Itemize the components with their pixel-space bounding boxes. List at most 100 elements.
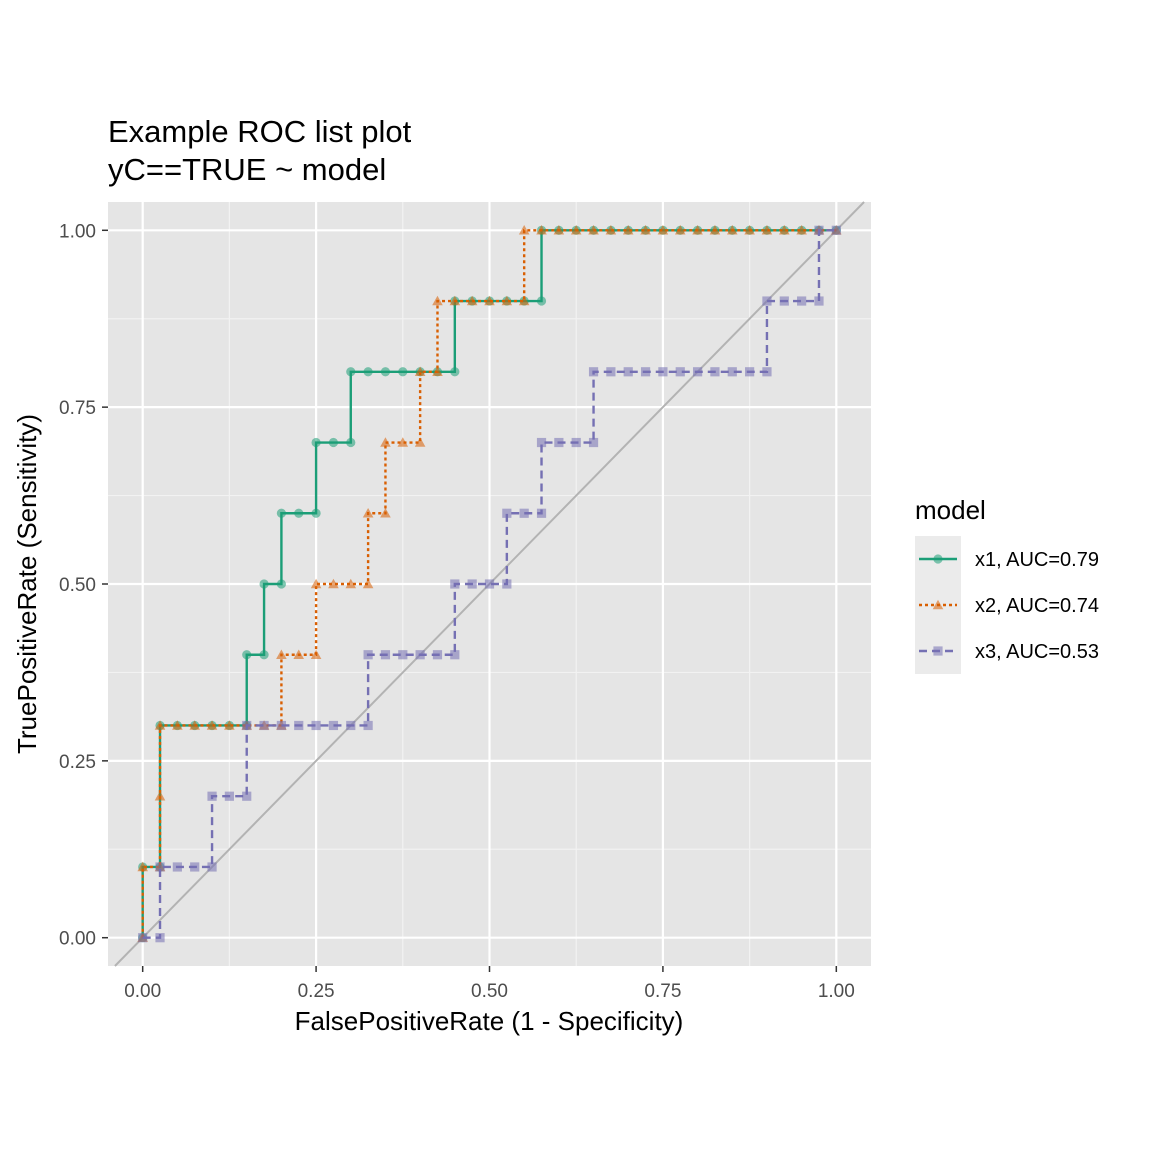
data-point <box>605 225 617 235</box>
series-2 <box>137 225 842 942</box>
data-point <box>553 225 565 235</box>
data-point <box>570 225 582 235</box>
data-point <box>398 367 408 377</box>
data-point <box>588 367 599 377</box>
data-point <box>762 367 772 377</box>
data-point <box>207 791 217 801</box>
data-point <box>675 367 685 377</box>
data-point <box>554 437 564 448</box>
data-point <box>727 367 737 377</box>
data-point <box>588 437 599 448</box>
data-point <box>692 225 703 235</box>
data-point <box>380 650 391 660</box>
legend-label: x3, AUC=0.53 <box>975 641 1099 663</box>
legend: model x1, AUC=0.79 x2, AUC=0.74 x3, AUC=0.… <box>915 495 1099 674</box>
data-point <box>484 295 495 306</box>
data-point <box>311 508 321 518</box>
x-tick-label: 1.00 <box>818 981 855 1002</box>
data-point <box>276 720 287 731</box>
data-point <box>190 862 200 872</box>
data-point <box>242 650 252 660</box>
data-point <box>138 933 148 943</box>
y-tick-label: 0.25 <box>59 752 96 773</box>
data-point <box>657 225 669 235</box>
data-point <box>259 579 269 589</box>
data-point <box>779 296 789 306</box>
data-point <box>484 579 495 589</box>
data-point <box>414 437 426 447</box>
x-axis-title: FalsePositiveRate (1 - Specificity) <box>295 1006 684 1036</box>
data-point <box>814 225 824 235</box>
data-point <box>796 225 807 235</box>
legend-items: x1, AUC=0.79 x2, AUC=0.74 x3, AUC=0.53 <box>915 536 1099 674</box>
series-layer <box>137 225 842 943</box>
chart-title: Example ROC list plot <box>108 114 412 149</box>
data-point <box>380 437 391 447</box>
data-point <box>172 720 183 730</box>
legend-title: model <box>915 495 986 525</box>
data-point <box>622 225 634 235</box>
data-point <box>432 650 443 660</box>
data-point <box>276 649 287 659</box>
data-point <box>414 366 426 377</box>
data-point <box>449 295 461 306</box>
data-point <box>345 578 357 589</box>
data-point <box>259 650 269 660</box>
data-point <box>224 720 235 730</box>
data-point <box>571 437 581 448</box>
data-point <box>502 508 512 518</box>
data-point <box>640 367 651 377</box>
data-point <box>744 225 755 235</box>
x-tick-label: 0.75 <box>644 981 681 1002</box>
data-point <box>640 225 651 235</box>
legend-item: x1, AUC=0.79 <box>915 536 1099 582</box>
legend-item: x3, AUC=0.53 <box>915 628 1099 674</box>
data-point <box>779 225 790 235</box>
data-point <box>398 650 408 660</box>
data-point <box>172 862 182 872</box>
data-point <box>154 790 166 801</box>
data-point <box>450 650 460 660</box>
data-point <box>536 296 547 306</box>
data-point <box>588 225 599 235</box>
data-point <box>467 579 477 589</box>
data-point <box>154 720 166 730</box>
data-point <box>710 367 720 377</box>
data-point <box>310 649 322 659</box>
series-3 <box>138 225 841 943</box>
data-point <box>328 437 339 448</box>
y-tick-label: 1.00 <box>59 221 96 242</box>
data-point <box>362 507 374 518</box>
data-point <box>415 650 425 660</box>
data-point <box>206 720 218 730</box>
data-point <box>432 366 443 377</box>
data-point <box>276 508 287 518</box>
data-point <box>242 720 252 731</box>
data-point <box>397 437 409 447</box>
data-point <box>155 933 165 943</box>
data-point <box>346 437 356 448</box>
data-point <box>466 295 478 306</box>
data-point <box>501 295 513 306</box>
x-tick-label: 0.00 <box>124 981 161 1002</box>
data-point <box>814 296 824 306</box>
data-point <box>762 296 772 306</box>
x-tick-label: 0.50 <box>471 981 508 1002</box>
legend-key-marker <box>932 599 944 610</box>
data-point <box>380 367 391 377</box>
legend-label: x2, AUC=0.74 <box>975 595 1099 617</box>
data-point <box>137 861 148 872</box>
data-point <box>207 862 217 872</box>
data-point <box>745 367 755 377</box>
series-line <box>142 229 837 939</box>
legend-key-marker <box>933 554 943 564</box>
legend-key-marker <box>933 646 943 656</box>
data-point <box>259 720 269 731</box>
data-point <box>276 579 287 589</box>
y-tick-label: 0.50 <box>59 575 96 596</box>
data-point <box>346 367 356 377</box>
data-point <box>294 720 304 731</box>
data-point <box>310 578 322 589</box>
data-point <box>189 720 200 730</box>
